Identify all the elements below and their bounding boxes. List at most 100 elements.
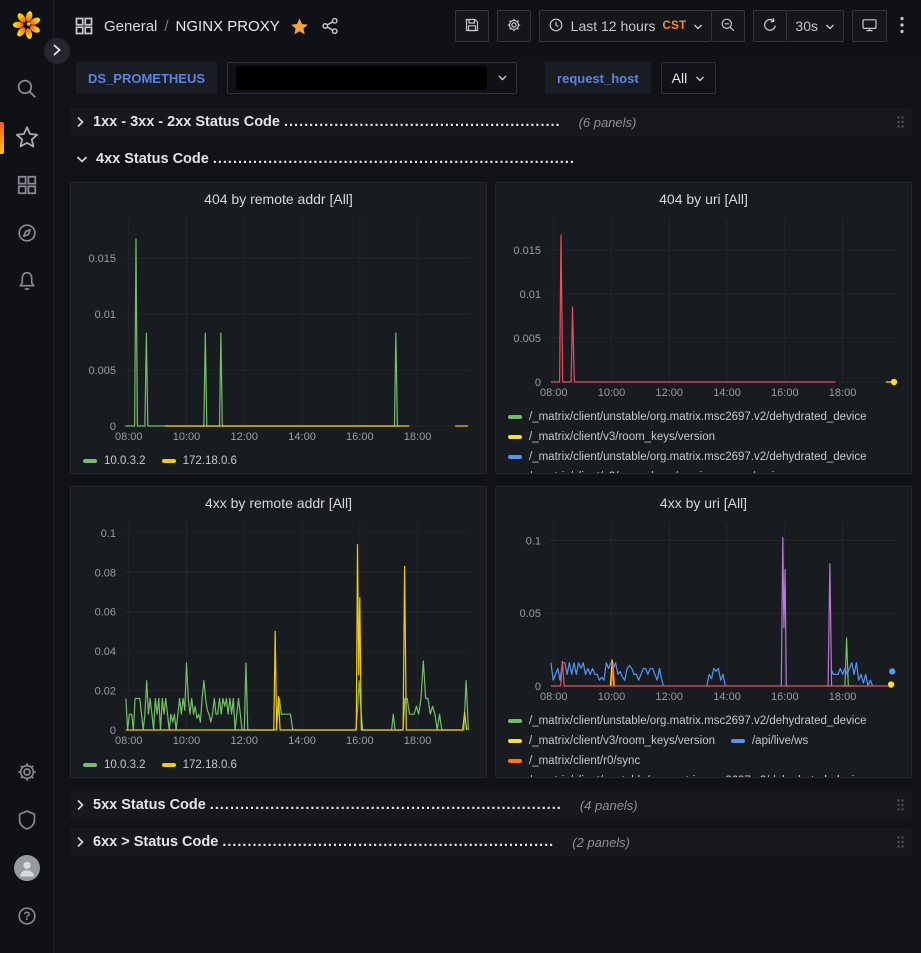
timeseries-chart[interactable]: 08:00 10:00 12:00 14:00 16:00 18:00 0 0.02 0.04 0…: [79, 516, 478, 753]
help-icon: ?: [16, 905, 38, 930]
breadcrumb: General / NGINX PROXY: [104, 18, 280, 35]
breadcrumb-folder[interactable]: General: [104, 17, 158, 35]
svg-text:?: ?: [23, 910, 30, 923]
dashboard-settings-button[interactable]: [496, 10, 531, 42]
dashboard-scroll-area[interactable]: 1xx - 3xx - 2xx Status Code ............…: [54, 102, 921, 953]
sidebar-expand-button[interactable]: [44, 38, 70, 64]
legend-label: 172.18.0.6: [182, 455, 237, 467]
svg-text:18:00: 18:00: [829, 691, 857, 703]
time-range-label: Last 12 hours: [570, 18, 656, 34]
legend-item[interactable]: 172.18.0.6: [161, 755, 237, 775]
dashboard-row-4xx[interactable]: 4xx Status Code ........................…: [70, 145, 912, 173]
panel-4xx-by-remote-addr[interactable]: 4xx by remote addr [All] 08:00 10:00 12:00…: [70, 486, 487, 778]
panel-404-by-uri[interactable]: 404 by uri [All] 08:00 10:00 12:00 14:00 16:…: [495, 182, 912, 474]
cycle-view-mode-button[interactable]: [852, 10, 887, 42]
save-icon: [464, 17, 480, 36]
dashboard-title[interactable]: NGINX PROXY: [175, 17, 280, 35]
request-host-value: All: [671, 70, 688, 86]
legend-item[interactable]: /_matrix/client/v3/room_keys/version: [508, 467, 715, 473]
dashboard-row-6xx[interactable]: 6xx > Status Code ......................…: [70, 828, 912, 856]
svg-text:0.005: 0.005: [88, 365, 116, 377]
timeseries-chart[interactable]: 08:00 10:00 12:00 14:00 16:00 18:00 0 0.05 0.1: [504, 516, 903, 709]
sidebar-item-explore[interactable]: [0, 210, 54, 258]
time-picker-group: Last 12 hours CST: [538, 10, 746, 42]
variable-value-ds-prometheus[interactable]: [227, 62, 518, 94]
legend-item[interactable]: /_matrix/client/unstable/org.matrix.msc2…: [508, 771, 867, 777]
dashboard-row-5xx[interactable]: 5xx Status Code ........................…: [70, 791, 912, 819]
svg-text:0: 0: [110, 725, 116, 737]
legend-swatch: [508, 739, 522, 743]
save-dashboard-button[interactable]: [454, 10, 489, 42]
refresh-interval-picker[interactable]: 30s: [787, 10, 844, 42]
time-range-picker[interactable]: Last 12 hours CST: [538, 10, 713, 42]
panel-grid: 404 by remote addr [All] 08:00 10:00 12:00…: [70, 182, 912, 778]
timeseries-chart[interactable]: 08:00 10:00 12:00 14:00 16:00 18:00 0 0.005 0.01…: [79, 212, 478, 449]
sidebar-item-server-admin[interactable]: [0, 797, 54, 845]
sidebar-item-configuration[interactable]: [0, 749, 54, 797]
svg-text:0.01: 0.01: [520, 289, 541, 301]
zoom-out-button[interactable]: [712, 10, 746, 42]
svg-text:0.01: 0.01: [95, 309, 116, 321]
legend-item[interactable]: /_matrix/client/r0/sync: [508, 751, 640, 771]
legend-label: 172.18.0.6: [182, 759, 237, 771]
svg-text:14:00: 14:00: [288, 735, 316, 747]
svg-text:12:00: 12:00: [656, 387, 684, 399]
search-icon: [16, 78, 38, 103]
variable-value-request-host[interactable]: All: [660, 62, 717, 94]
legend-item[interactable]: /_matrix/client/unstable/org.matrix.msc2…: [508, 447, 867, 467]
sidebar-item-dashboards[interactable]: [0, 162, 54, 210]
more-options-button[interactable]: [895, 16, 909, 37]
legend-label: /_matrix/client/unstable/org.matrix.msc2…: [529, 715, 867, 727]
share-icon[interactable]: [321, 17, 339, 35]
svg-text:0.08: 0.08: [95, 567, 116, 579]
legend-item[interactable]: /_matrix/client/unstable/org.matrix.msc2…: [508, 407, 867, 427]
svg-text:18:00: 18:00: [404, 431, 432, 443]
legend-item[interactable]: /_matrix/client/v3/room_keys/version: [508, 731, 715, 751]
panel-title[interactable]: 404 by uri [All]: [659, 191, 748, 207]
chart-legend: 10.0.3.2 172.18.0.6: [79, 451, 478, 471]
legend-item[interactable]: /_matrix/client/unstable/org.matrix.msc2…: [508, 711, 867, 731]
panel-4xx-by-uri[interactable]: 4xx by uri [All] 08:00 10:00 12:00 14:00 16:…: [495, 486, 912, 778]
row-drag-handle[interactable]: [893, 113, 908, 131]
favorite-star-icon[interactable]: [290, 17, 309, 36]
sidebar-item-starred[interactable]: [0, 114, 54, 162]
sidebar-item-help[interactable]: ?: [0, 893, 54, 941]
sidebar-item-alerting[interactable]: [0, 258, 54, 306]
svg-text:10:00: 10:00: [598, 691, 626, 703]
avatar: [13, 854, 40, 884]
dashboards-grid-icon: [16, 174, 38, 199]
breadcrumb-separator: /: [164, 17, 169, 35]
chevron-down-icon: [497, 69, 508, 87]
sidebar-item-profile[interactable]: [0, 845, 54, 893]
panel-title[interactable]: 4xx by remote addr [All]: [204, 495, 353, 511]
legend-label: 10.0.3.2: [104, 455, 146, 467]
legend-swatch: [508, 759, 522, 763]
refresh-button[interactable]: [753, 10, 788, 42]
sidebar-item-search[interactable]: [0, 66, 54, 114]
apps-grid-icon: [74, 16, 94, 36]
dashboard-row-1xx-3xx-2xx[interactable]: 1xx - 3xx - 2xx Status Code ............…: [70, 108, 912, 136]
chevron-right-icon: [52, 44, 62, 59]
legend-item[interactable]: 172.18.0.6: [161, 451, 237, 471]
svg-text:0.005: 0.005: [513, 333, 541, 345]
legend-item[interactable]: /sw.js: [731, 467, 780, 473]
row-drag-handle[interactable]: [893, 796, 908, 814]
svg-text:16:00: 16:00: [346, 735, 374, 747]
panel-404-by-remote-addr[interactable]: 404 by remote addr [All] 08:00 10:00 12:00…: [70, 182, 487, 474]
timezone-label: CST: [662, 20, 687, 32]
legend-label: /_matrix/client/unstable/org.matrix.msc2…: [529, 451, 867, 463]
svg-text:10:00: 10:00: [598, 387, 626, 399]
legend-item[interactable]: 10.0.3.2: [83, 755, 146, 775]
panel-title[interactable]: 404 by remote addr [All]: [204, 191, 353, 207]
panel-title[interactable]: 4xx by uri [All]: [659, 495, 748, 511]
legend-label: /_matrix/client/v3/room_keys/version: [529, 431, 715, 443]
timeseries-chart[interactable]: 08:00 10:00 12:00 14:00 16:00 18:00 0 0.005 0.01…: [504, 212, 903, 405]
grafana-logo[interactable]: [12, 10, 42, 40]
svg-text:16:00: 16:00: [346, 431, 374, 443]
svg-text:08:00: 08:00: [540, 691, 568, 703]
legend-item[interactable]: /api/live/ws: [730, 731, 808, 751]
legend-item[interactable]: /_matrix/client/v3/room_keys/version: [508, 427, 715, 447]
legend-item[interactable]: 10.0.3.2: [83, 451, 146, 471]
row-drag-handle[interactable]: [893, 833, 908, 851]
legend-swatch: [161, 763, 176, 767]
